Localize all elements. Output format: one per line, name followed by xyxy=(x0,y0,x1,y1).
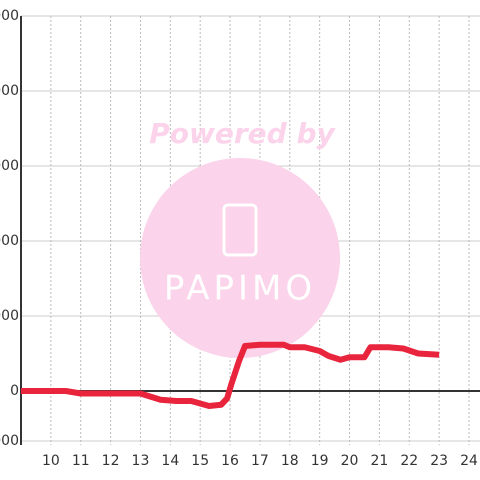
x-tick-label: 18 xyxy=(281,453,299,469)
x-tick-label: 15 xyxy=(191,453,209,469)
x-tick-label: 22 xyxy=(400,453,418,469)
watermark-circle xyxy=(140,158,340,358)
x-tick-label: 12 xyxy=(102,453,120,469)
x-tick-label: 13 xyxy=(132,453,150,469)
watermark-text: PAPIMO xyxy=(164,269,316,309)
y-tick-label: 150,000 xyxy=(0,8,19,24)
x-tick-label: 10 xyxy=(42,453,60,469)
x-tick-label: 23 xyxy=(430,453,448,469)
x-tick-label: 20 xyxy=(341,453,359,469)
watermark-text: Powered by xyxy=(149,117,336,150)
y-tick-label: 0 xyxy=(10,383,19,399)
y-tick-label: -20,000 xyxy=(0,433,19,449)
x-tick-label: 19 xyxy=(311,453,329,469)
x-tick-label: 21 xyxy=(370,453,388,469)
y-tick-label: 90,000 xyxy=(0,158,19,174)
y-tick-label: 60,000 xyxy=(0,233,19,249)
watermark-icon xyxy=(222,203,258,257)
x-tick-label: 17 xyxy=(251,453,269,469)
x-tick-label: 24 xyxy=(460,453,478,469)
y-tick-label: 120,000 xyxy=(0,83,19,99)
x-tick-label: 16 xyxy=(221,453,239,469)
x-tick-label: 11 xyxy=(72,453,90,469)
y-tick-label: 30,000 xyxy=(0,308,19,324)
watermark: Powered by PAPIMO xyxy=(140,117,340,358)
data-line xyxy=(21,341,440,409)
x-tick-label: 14 xyxy=(161,453,179,469)
